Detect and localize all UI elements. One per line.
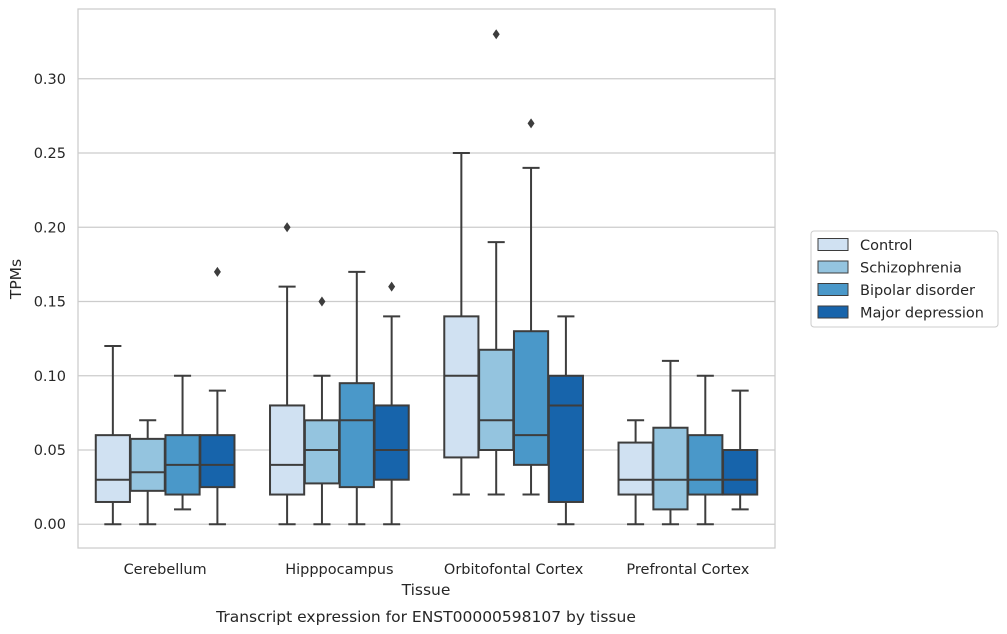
- iqr-box: [512, 330, 550, 466]
- box-2-3: [547, 315, 584, 526]
- outlier-point: [388, 281, 396, 292]
- legend-label: Bipolar disorder: [860, 283, 975, 299]
- y-tick-label: 0.25: [34, 146, 66, 162]
- box-3-2: [687, 374, 724, 526]
- iqr-box: [722, 449, 759, 496]
- iqr-box: [687, 434, 724, 496]
- outlier-point: [527, 118, 535, 129]
- legend-frame: [810, 230, 999, 328]
- iqr-box: [199, 434, 236, 489]
- chart-caption: Transcript expression for ENST0000059810…: [215, 608, 636, 626]
- iqr-box: [303, 419, 341, 485]
- iqr-box: [547, 374, 584, 503]
- legend-swatch: [817, 238, 849, 251]
- box-2-2: [512, 118, 550, 496]
- boxes: [94, 29, 759, 526]
- y-tick-label: 0.05: [34, 443, 66, 459]
- box-3-1: [652, 359, 689, 526]
- legend-label: Schizophrenia: [860, 261, 962, 277]
- legend-items: Control Schizophrenia Bipolar disorder Majo…: [817, 238, 984, 322]
- box-1-3: [373, 281, 410, 526]
- legend-entry: Control: [817, 238, 912, 254]
- legend-label: Major depression: [860, 306, 984, 322]
- box-1-0: [269, 222, 306, 526]
- y-tick-label: 0.00: [34, 517, 66, 533]
- iqr-box: [443, 315, 480, 459]
- iqr-box: [129, 437, 166, 492]
- box-1-2: [338, 270, 375, 526]
- box-0-0: [94, 345, 131, 526]
- iqr-box: [373, 404, 410, 481]
- y-tick-label: 0.20: [34, 220, 66, 236]
- box-0-1: [129, 419, 166, 526]
- iqr-box: [269, 404, 306, 496]
- y-tick-labels: 0.00 0.05 0.10 0.15 0.20 0.25 0.30: [34, 72, 66, 533]
- iqr-box: [478, 348, 515, 452]
- box-0-3: [199, 266, 236, 526]
- outlier-point: [283, 222, 291, 233]
- legend-swatch: [817, 305, 849, 319]
- y-tick-label: 0.10: [34, 369, 66, 385]
- iqr-box: [617, 441, 654, 496]
- legend-entry: Schizophrenia: [817, 260, 962, 277]
- box-1-1: [303, 296, 341, 526]
- box-3-3: [722, 389, 759, 511]
- legend: Control Schizophrenia Bipolar disorder Majo…: [810, 230, 999, 328]
- legend-swatch: [817, 260, 849, 274]
- y-tick-label: 0.30: [34, 72, 66, 88]
- x-tick-label: Hipppocampus: [285, 562, 393, 578]
- outlier-point: [318, 296, 326, 307]
- x-tick-label: Prefrontal Cortex: [626, 562, 749, 578]
- legend-entry: Major depression: [817, 305, 984, 322]
- x-tick-label: Cerebellum: [124, 562, 207, 578]
- y-tick-label: 0.15: [34, 295, 66, 311]
- legend-label: Control: [860, 238, 912, 254]
- legend-entry: Bipolar disorder: [817, 283, 975, 299]
- iqr-box: [94, 434, 131, 503]
- iqr-box: [338, 382, 375, 489]
- legend-swatch: [817, 283, 849, 296]
- iqr-box: [652, 426, 689, 511]
- x-tick-labels: Cerebellum Hipppocampus Orbitofontal Corte…: [124, 562, 750, 578]
- box-0-2: [164, 374, 201, 511]
- outlier-point: [213, 266, 221, 277]
- y-axis-label: TPMs: [7, 259, 25, 300]
- x-axis-label: Tissue: [401, 581, 451, 599]
- outlier-point: [492, 29, 500, 40]
- box-2-0: [443, 152, 480, 496]
- x-tick-label: Orbitofontal Cortex: [444, 562, 584, 578]
